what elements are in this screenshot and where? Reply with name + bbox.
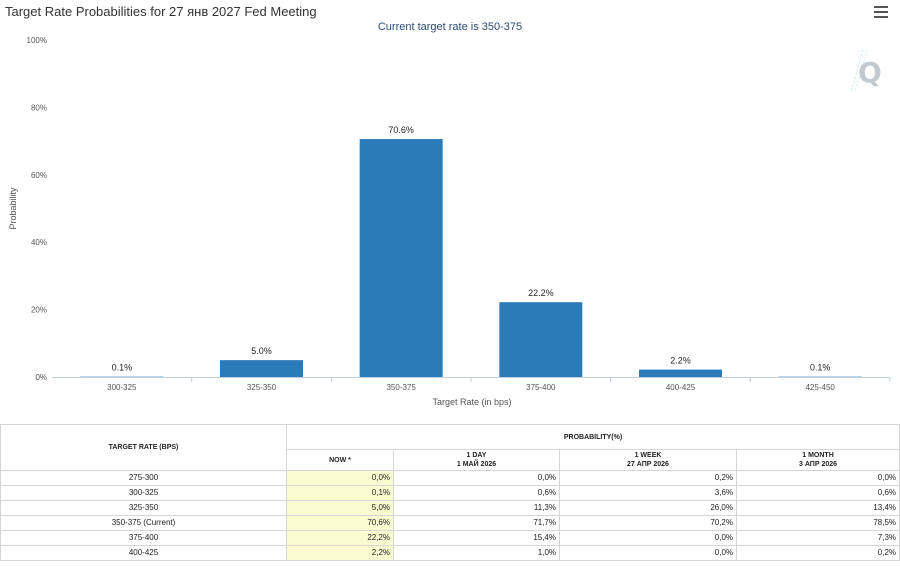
- month-cell: 13,4%: [735, 500, 900, 516]
- week-cell: 0,0%: [559, 545, 737, 561]
- header-target-rate: TARGET RATE (BPS): [0, 424, 287, 471]
- now-cell: 2,2%: [286, 545, 394, 561]
- chart-title: Target Rate Probabilities for 27 янв 202…: [5, 4, 317, 19]
- rate-cell: 325-350: [0, 500, 287, 516]
- y-tick-label: 40%: [31, 238, 47, 247]
- day-cell: 0,6%: [393, 485, 560, 501]
- probability-table: TARGET RATE (BPS) PROBABILITY(%) NOW * 1…: [0, 424, 900, 566]
- y-tick-label: 20%: [31, 306, 47, 315]
- now-cell: 70,6%: [286, 515, 394, 531]
- table-row: 275-300 0,0% 0,0% 0,2% 0,0%: [0, 470, 900, 486]
- month-cell: 7,3%: [735, 530, 900, 546]
- data-label: 22.2%: [528, 288, 554, 298]
- bar-chart: 0% 20% 40% 60% 80% 100% 0.1% 300-325 5.0% 325-350…: [8, 36, 891, 407]
- data-label: 70.6%: [388, 125, 414, 135]
- month-cell: 0,2%: [735, 545, 900, 561]
- day-cell: 0,0%: [393, 470, 560, 486]
- quikstrike-q-logo: Q: [850, 49, 882, 93]
- column-header-1-month[interactable]: 1 MONTH 3 АПР 2026: [735, 449, 900, 471]
- column-header-1-week[interactable]: 1 WEEK 27 АПР 2026: [559, 449, 737, 471]
- x-tick-label: 375-400: [526, 383, 556, 392]
- data-label: 0.1%: [112, 363, 133, 373]
- x-tick-label: 325-350: [247, 383, 277, 392]
- column-header-now[interactable]: NOW *: [286, 449, 394, 471]
- rate-cell: 400-425: [0, 545, 287, 561]
- month-cell: 0,0%: [735, 470, 900, 486]
- y-tick-label: 100%: [27, 36, 47, 45]
- bar: [359, 139, 443, 377]
- table-row: 375-400 22,2% 15,4% 0,0% 7,3%: [0, 530, 900, 546]
- week-cell: 26,0%: [559, 500, 737, 516]
- table-row: 400-425 2,2% 1,0% 0,0% 0,2%: [0, 545, 900, 561]
- week-cell: 70,2%: [559, 515, 737, 531]
- week-cell: 0,2%: [559, 470, 737, 486]
- week-cell: 0,0%: [559, 530, 737, 546]
- now-cell: 5,0%: [286, 500, 394, 516]
- data-label: 5.0%: [251, 346, 272, 356]
- column-header-1-day[interactable]: 1 DAY 1 МАЙ 2026: [393, 449, 560, 471]
- x-tick-label: 425-450: [805, 383, 835, 392]
- day-cell: 71,7%: [393, 515, 560, 531]
- day-cell: 15,4%: [393, 530, 560, 546]
- bar: [220, 360, 303, 377]
- week-cell: 3,6%: [559, 485, 737, 501]
- chart-area: Target Rate Probabilities for 27 янв 202…: [5, 4, 891, 407]
- month-cell: 0,6%: [735, 485, 900, 501]
- x-tick-label: 400-425: [666, 383, 696, 392]
- y-tick-label: 60%: [31, 171, 47, 180]
- table-row: 325-350 5,0% 11,3% 26,0% 13,4%: [0, 500, 900, 516]
- rate-cell: 350-375 (Current): [0, 515, 287, 531]
- chart-subtitle: Current target rate is 350-375: [377, 21, 523, 33]
- y-tick-label: 80%: [31, 103, 47, 112]
- header-probability: PROBABILITY(%): [285, 424, 900, 450]
- now-cell: 22,2%: [286, 530, 394, 546]
- rate-cell: 375-400: [0, 530, 287, 546]
- day-cell: 11,3%: [393, 500, 560, 516]
- month-cell: 78,5%: [735, 515, 900, 531]
- data-label: 2.2%: [670, 356, 691, 366]
- x-axis-title: Target Rate (in bps): [432, 397, 511, 407]
- now-cell: 0,1%: [286, 485, 394, 501]
- y-tick-label: 0%: [35, 373, 47, 382]
- day-cell: 1,0%: [393, 545, 560, 561]
- hamburger-menu-icon[interactable]: [874, 6, 888, 20]
- bar: [639, 369, 722, 377]
- x-tick-label: 350-375: [386, 383, 416, 392]
- bar: [499, 302, 583, 377]
- x-tick-label: 300-325: [107, 383, 137, 392]
- y-axis-title: Probability: [8, 187, 18, 230]
- table-row: 300-325 0,1% 0,6% 3,6% 0,6%: [0, 485, 900, 501]
- table-row: 350-375 (Current) 70,6% 71,7% 70,2% 78,5…: [0, 515, 900, 531]
- now-cell: 0,0%: [286, 470, 394, 486]
- rate-cell: 275-300: [0, 470, 287, 486]
- data-label: 0.1%: [810, 363, 831, 373]
- svg-text:Q: Q: [858, 56, 882, 89]
- rate-cell: 300-325: [0, 485, 287, 501]
